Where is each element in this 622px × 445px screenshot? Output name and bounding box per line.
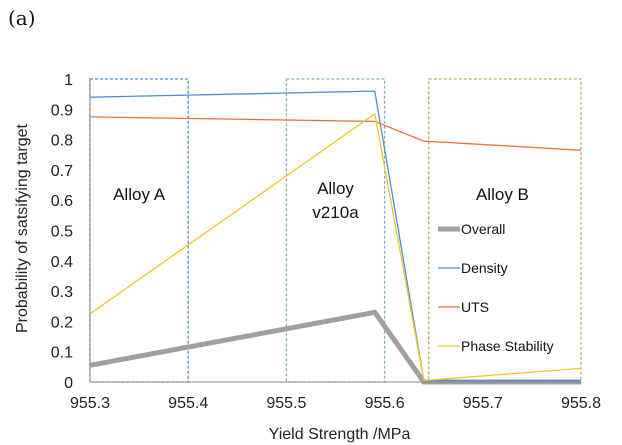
y-tick-label: 0.6: [51, 193, 73, 210]
panel-label: (a): [8, 6, 36, 30]
y-tick-label: 0.4: [51, 254, 73, 271]
region-boxes: [89, 78, 582, 383]
series-line-phase-stability: [89, 113, 582, 382]
region-box-0: [89, 78, 189, 383]
y-tick-label: 0.5: [51, 224, 73, 241]
x-tick-label: 955.8: [561, 395, 601, 412]
series-line-uts: [89, 116, 582, 151]
legend-label-1: Density: [461, 260, 508, 276]
y-tick-labels: 0 0.1 0.2 0.3 0.4 0.5 0.6 0.7 0.8 0.9 1: [51, 72, 73, 392]
axes: [89, 79, 581, 383]
region-box-1: [285, 78, 386, 383]
x-axis-label: Yield Strength /MPa: [269, 426, 411, 443]
legend-label-3: Phase Stability: [461, 338, 554, 354]
y-tick-label: 0.3: [51, 284, 73, 301]
region-label-2: Alloy B: [476, 185, 529, 204]
y-tick-label: 0.9: [51, 102, 73, 119]
region-labels: Alloy A Alloy v210a Alloy B: [113, 179, 529, 222]
y-tick-label: 0.2: [51, 314, 73, 331]
x-tick-labels: 955.3 955.4 955.5 955.6 955.7 955.8: [70, 395, 601, 412]
series-line-density: [89, 90, 581, 382]
x-tick-label: 955.4: [168, 395, 208, 412]
legend-label-2: UTS: [461, 299, 489, 315]
x-tick-label: 955.5: [266, 395, 306, 412]
region-label-1: Alloy v210a: [312, 179, 359, 222]
region-label-0: Alloy A: [113, 185, 166, 204]
y-tick-label: 0.1: [51, 345, 73, 362]
y-tick-label: 0.8: [51, 133, 73, 150]
legend: Overall Density UTS Phase Stability: [438, 221, 554, 354]
x-tick-label: 955.7: [463, 395, 503, 412]
x-tick-label: 955.3: [70, 395, 110, 412]
legend-label-0: Overall: [461, 221, 505, 237]
y-tick-label: 0.7: [51, 163, 73, 180]
y-tick-label: 1: [64, 72, 73, 89]
x-tick-label: 955.6: [365, 395, 405, 412]
y-tick-label: 0: [64, 375, 73, 392]
y-axis-label: Probability of satsifying target: [14, 123, 31, 333]
